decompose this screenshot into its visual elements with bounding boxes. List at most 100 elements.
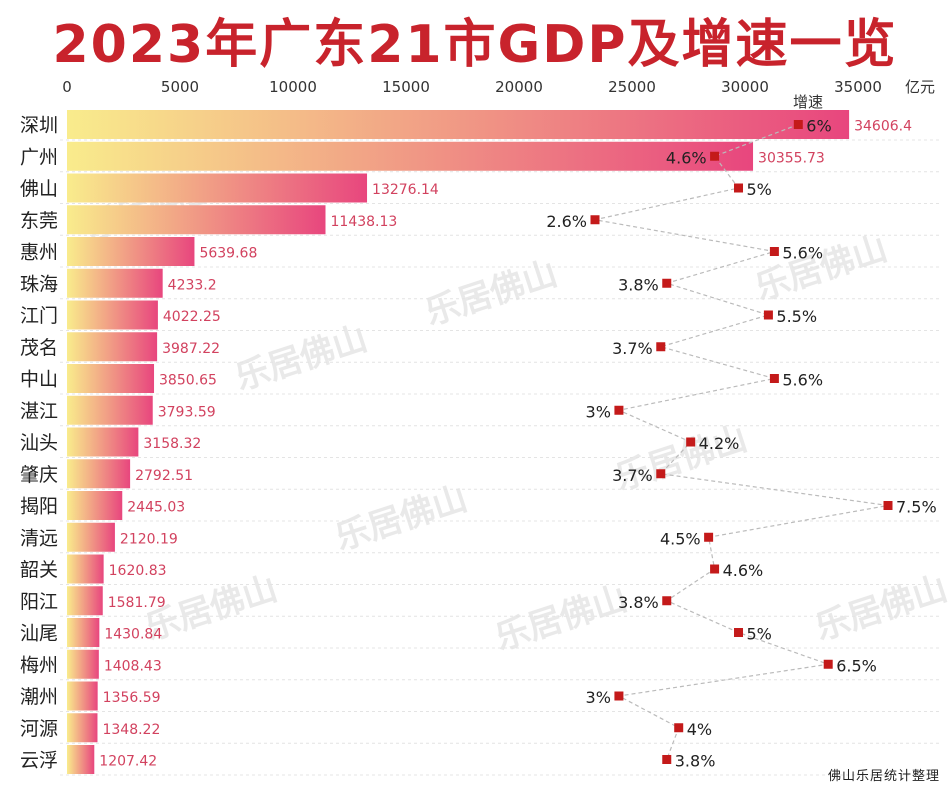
- x-tick-label: 25000: [608, 78, 656, 96]
- growth-value-label: 4.2%: [699, 434, 740, 453]
- gdp-value-label: 4233.2: [168, 277, 217, 293]
- gdp-bar: [67, 395, 153, 425]
- city-label: 揭阳: [20, 496, 58, 518]
- city-label: 茂名: [20, 337, 58, 359]
- city-label: 深圳: [20, 115, 58, 137]
- watermark-text: 乐居佛山: [810, 568, 950, 648]
- gdp-bar: [67, 141, 754, 171]
- x-tick-label: 30000: [721, 78, 769, 96]
- watermark-text: 乐居佛山: [490, 578, 632, 658]
- gdp-bar: [67, 681, 98, 711]
- gdp-value-label: 1430.84: [104, 627, 162, 643]
- gdp-bar: [67, 459, 131, 489]
- growth-marker: [734, 183, 744, 193]
- gdp-bar: [67, 268, 163, 298]
- gdp-value-label: 11438.13: [331, 214, 398, 230]
- growth-marker: [769, 247, 779, 256]
- gdp-bar: [67, 110, 850, 139]
- x-tick-label: 20000: [495, 78, 543, 96]
- city-label: 阳江: [20, 591, 58, 613]
- x-axis-unit: 亿元: [905, 78, 935, 96]
- city-label: 东莞: [20, 210, 58, 232]
- gdp-bar: [67, 618, 100, 647]
- growth-value-label: 7.5%: [896, 498, 937, 517]
- gdp-bar: [67, 427, 139, 457]
- city-label: 中山: [20, 369, 58, 391]
- growth-marker: [614, 691, 624, 701]
- growth-marker: [734, 628, 744, 637]
- growth-value-label: 3%: [586, 688, 611, 707]
- city-label: 汕尾: [20, 623, 58, 645]
- gdp-value-label: 30355.73: [758, 150, 825, 166]
- gdp-value-label: 1581.79: [108, 595, 166, 611]
- gdp-value-label: 1408.43: [104, 658, 162, 674]
- growth-marker: [704, 532, 714, 542]
- growth-value-label: 4%: [687, 720, 712, 739]
- growth-marker: [662, 596, 672, 606]
- growth-marker: [823, 659, 833, 669]
- growth-value-label: 5%: [747, 180, 772, 199]
- x-tick-label: 15000: [382, 78, 430, 96]
- growth-value-label: 6%: [806, 117, 831, 136]
- city-label: 肇庆: [20, 464, 58, 486]
- city-label: 梅州: [20, 654, 58, 676]
- growth-value-label: 6.5%: [836, 656, 877, 675]
- watermark-text: 乐居佛山: [750, 228, 892, 308]
- gdp-bar: [67, 491, 123, 520]
- city-label: 云浮: [20, 750, 58, 772]
- growth-marker: [769, 374, 779, 383]
- gdp-bar: [67, 173, 368, 203]
- gdp-value-label: 1620.83: [109, 563, 167, 579]
- growth-marker: [614, 405, 624, 415]
- growth-value-label: 3%: [586, 402, 611, 421]
- city-label: 汕头: [20, 432, 58, 454]
- x-tick-label: 5000: [161, 78, 199, 96]
- city-label: 江门: [20, 305, 58, 327]
- growth-marker: [793, 120, 803, 129]
- gdp-value-label: 13276.14: [372, 182, 439, 198]
- gdp-bar: [67, 205, 326, 235]
- gdp-bar: [67, 364, 155, 393]
- gdp-value-label: 5639.68: [199, 246, 257, 262]
- gdp-value-label: 3850.65: [159, 373, 217, 389]
- gdp-value-label: 4022.25: [163, 309, 221, 325]
- growth-marker: [662, 755, 672, 764]
- growth-value-label: 4.5%: [660, 529, 701, 548]
- gdp-value-label: 3793.59: [158, 404, 216, 420]
- gdp-bar: [67, 332, 158, 362]
- growth-marker: [710, 564, 720, 574]
- growth-value-label: 5%: [747, 625, 772, 644]
- city-label: 湛江: [20, 400, 58, 422]
- gdp-bar: [67, 586, 103, 616]
- growth-value-label: 2.6%: [546, 212, 587, 231]
- growth-value-label: 3.8%: [618, 275, 659, 294]
- growth-value-label: 4.6%: [666, 148, 707, 167]
- watermark-text: 乐居佛山: [420, 253, 562, 333]
- gdp-value-label: 2120.19: [120, 531, 178, 547]
- city-label: 韶关: [20, 559, 58, 581]
- chart-title: 2023年广东21市GDP及增速一览: [52, 15, 898, 75]
- growth-marker: [686, 437, 696, 447]
- source-note: 佛山乐居统计整理: [827, 769, 940, 784]
- growth-marker: [662, 278, 672, 288]
- gdp-value-label: 1207.42: [99, 754, 157, 770]
- growth-series-label: 增速: [793, 93, 823, 111]
- growth-marker: [674, 723, 684, 733]
- city-label: 广州: [20, 146, 58, 168]
- growth-marker: [590, 215, 600, 225]
- growth-marker: [883, 501, 893, 510]
- city-label: 佛山: [20, 178, 58, 200]
- watermark-text: 乐居佛山: [330, 478, 472, 558]
- growth-value-label: 5.6%: [782, 244, 823, 263]
- growth-value-label: 5.5%: [776, 307, 817, 326]
- x-tick-label: 10000: [269, 78, 317, 96]
- gdp-bar: [67, 522, 115, 552]
- gdp-value-label: 2445.03: [127, 500, 185, 516]
- growth-marker: [710, 151, 720, 161]
- city-label: 河源: [20, 718, 58, 740]
- x-tick-label: 0: [62, 78, 72, 96]
- growth-value-label: 4.6%: [723, 561, 764, 580]
- gdp-bar: [67, 554, 104, 584]
